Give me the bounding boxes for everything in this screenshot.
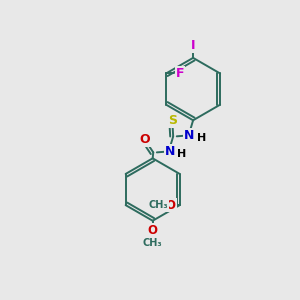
Text: F: F xyxy=(176,67,184,80)
Text: O: O xyxy=(148,224,158,237)
Text: H: H xyxy=(178,149,187,159)
Text: CH₃: CH₃ xyxy=(148,200,168,210)
Text: O: O xyxy=(166,199,176,212)
Text: S: S xyxy=(168,114,177,128)
Text: I: I xyxy=(191,39,195,52)
Text: CH₃: CH₃ xyxy=(143,238,163,248)
Text: N: N xyxy=(164,145,175,158)
Text: H: H xyxy=(197,133,207,143)
Text: O: O xyxy=(140,134,150,146)
Text: N: N xyxy=(184,129,195,142)
